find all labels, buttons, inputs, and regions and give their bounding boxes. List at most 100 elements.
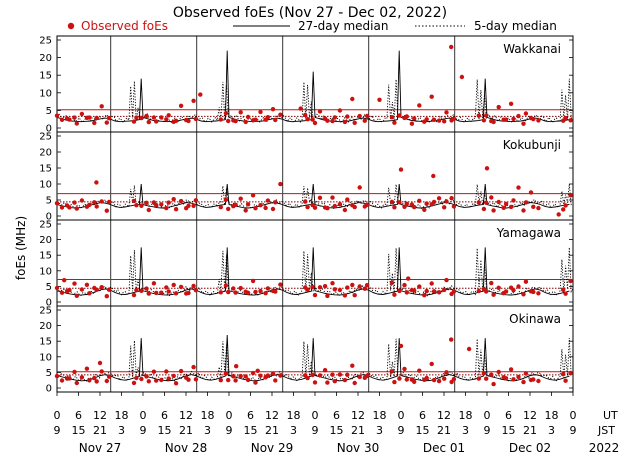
panel-yamagawa: 0 5 10 15 20 25 Yamagawa [39,219,574,309]
observed-point [352,380,357,386]
observed-point [233,290,238,295]
observed-point [305,375,310,381]
x-tick-label-jst: 3 [376,424,383,437]
observed-point [171,373,176,379]
observed-point [151,369,157,374]
day-label: Nov 30 [337,441,380,455]
observed-point [305,287,310,292]
observed-point [159,202,164,207]
observed-point [397,200,402,205]
observed-point [79,198,85,203]
observed-point [198,92,203,97]
x-tick-label-jst: 9 [398,424,405,437]
observed-point [342,119,348,125]
day-label: Dec 02 [509,441,551,455]
observed-point [516,185,521,190]
x-tick-label-jst: 21 [351,424,365,437]
observed-point [99,369,104,374]
x-tick-label-ut: 18 [287,409,301,422]
observed-point [521,379,526,385]
observed-point [106,374,112,379]
observed-point [99,104,104,109]
x-tick-label-ut: 6 [247,409,254,422]
observed-point [258,288,263,294]
observed-point [322,284,328,289]
observed-point [178,198,184,204]
observed-point [104,120,110,125]
observed-point [536,378,541,384]
observed-point [265,115,271,120]
observed-point [412,116,417,121]
observed-point [429,94,434,99]
observed-point [496,104,501,110]
observed-point [516,113,521,119]
observed-point [193,377,199,382]
observed-point [223,111,229,116]
observed-point [253,380,258,385]
observed-point [74,206,80,211]
observed-point [357,113,362,119]
panel-frame [56,305,574,393]
observed-point [265,373,271,378]
observed-point [154,119,159,124]
observed-point [556,212,561,217]
observed-point [245,290,251,295]
observed-point [330,281,335,286]
observed-point [59,290,65,295]
observed-point [218,290,223,295]
observed-point [159,115,164,120]
observed-point [337,287,343,293]
observed-point [243,374,248,379]
observed-point [273,117,278,123]
observed-point [531,116,536,122]
observed-point [362,286,367,291]
x-tick-label-ut: 6 [333,409,340,422]
observed-point [79,375,85,380]
observed-point [253,289,258,295]
observed-point [178,368,184,374]
observed-point [332,287,337,292]
observed-point [134,287,139,293]
observed-point [106,287,112,292]
panel-okinawa: 0 5 10 15 20 25 Okinawa [39,305,574,395]
observed-point [54,201,60,206]
observed-point [431,199,437,205]
observed-point [402,366,407,372]
observed-point [402,204,407,209]
observed-point [233,118,238,124]
observed-point [345,114,350,119]
observed-point [146,379,151,384]
observed-point [342,293,348,298]
observed-point [476,200,481,205]
observed-point [59,117,65,123]
observed-point [270,107,276,112]
observed-point [79,287,85,292]
observed-point [245,377,251,383]
observed-point [442,287,447,293]
observed-point [226,289,231,295]
observed-point [173,118,179,124]
observed-point [273,289,278,294]
y-tick-label: 20 [39,235,52,246]
observed-point [422,207,427,212]
observed-point [489,372,494,377]
observed-point [325,293,330,299]
observed-point [67,376,72,381]
legend-27day-label: 27-day median [298,19,388,33]
observed-point [72,115,77,120]
observed-point [332,379,337,384]
observed-point [164,205,169,211]
x-tick-label-ut: 12 [351,409,365,422]
observed-point [325,206,330,211]
observed-point [523,279,529,284]
observed-point [171,197,176,202]
x-tick-label-jst: 3 [118,424,125,437]
observed-point [563,115,568,121]
observed-point [511,116,516,122]
x-tick-label-ut: 6 [75,409,82,422]
observed-point [451,376,457,382]
observed-point [74,380,80,386]
y-tick-label: 10 [39,352,52,363]
observed-point [234,364,239,369]
observed-point [357,374,362,380]
